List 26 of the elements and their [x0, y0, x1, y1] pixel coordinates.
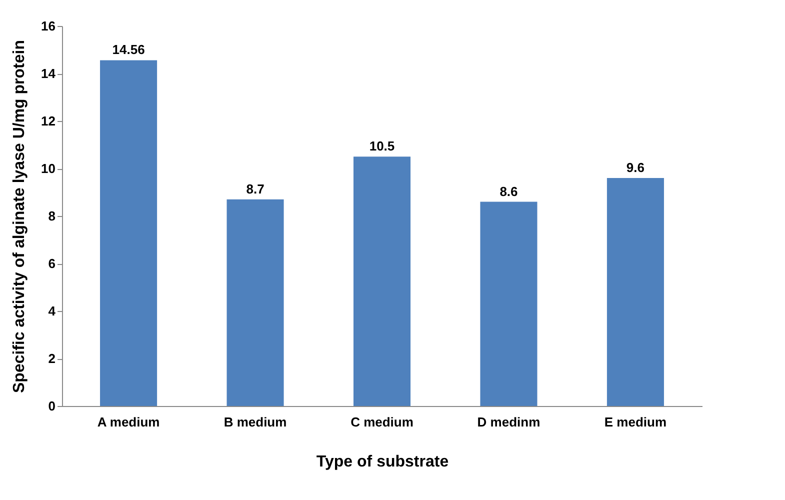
y-tick-label: 16: [41, 18, 56, 34]
x-tick-label: D medinm: [477, 414, 540, 430]
bar: [100, 60, 158, 406]
y-tick-label: 8: [48, 208, 56, 224]
data-label: 10.5: [369, 138, 395, 154]
x-tick-label: A medium: [97, 414, 160, 430]
bar: [480, 202, 538, 406]
y-tick-label: 14: [41, 66, 56, 81]
y-tick-label: 2: [48, 351, 56, 366]
bar: [606, 178, 664, 406]
data-label: 14.56: [112, 42, 145, 58]
data-label: 9.6: [626, 160, 645, 175]
bar: [353, 156, 411, 406]
y-tick-label: 10: [41, 161, 56, 176]
data-label: 8.6: [500, 184, 518, 199]
y-tick-label: 4: [48, 304, 56, 318]
data-label: 8.7: [246, 181, 264, 196]
y-axis-title: Specific activity of alginate lyase U/mg protein: [11, 40, 28, 393]
bar: [226, 199, 284, 406]
y-tick-label: 0: [48, 398, 56, 414]
y-tick-label: 12: [41, 114, 56, 128]
x-tick-label: B medium: [224, 414, 287, 430]
x-tick-label: C medium: [350, 414, 414, 430]
x-axis-title: Type of substrate: [316, 454, 449, 470]
y-tick-label: 6: [48, 256, 56, 271]
x-tick-label: E medium: [604, 414, 667, 430]
